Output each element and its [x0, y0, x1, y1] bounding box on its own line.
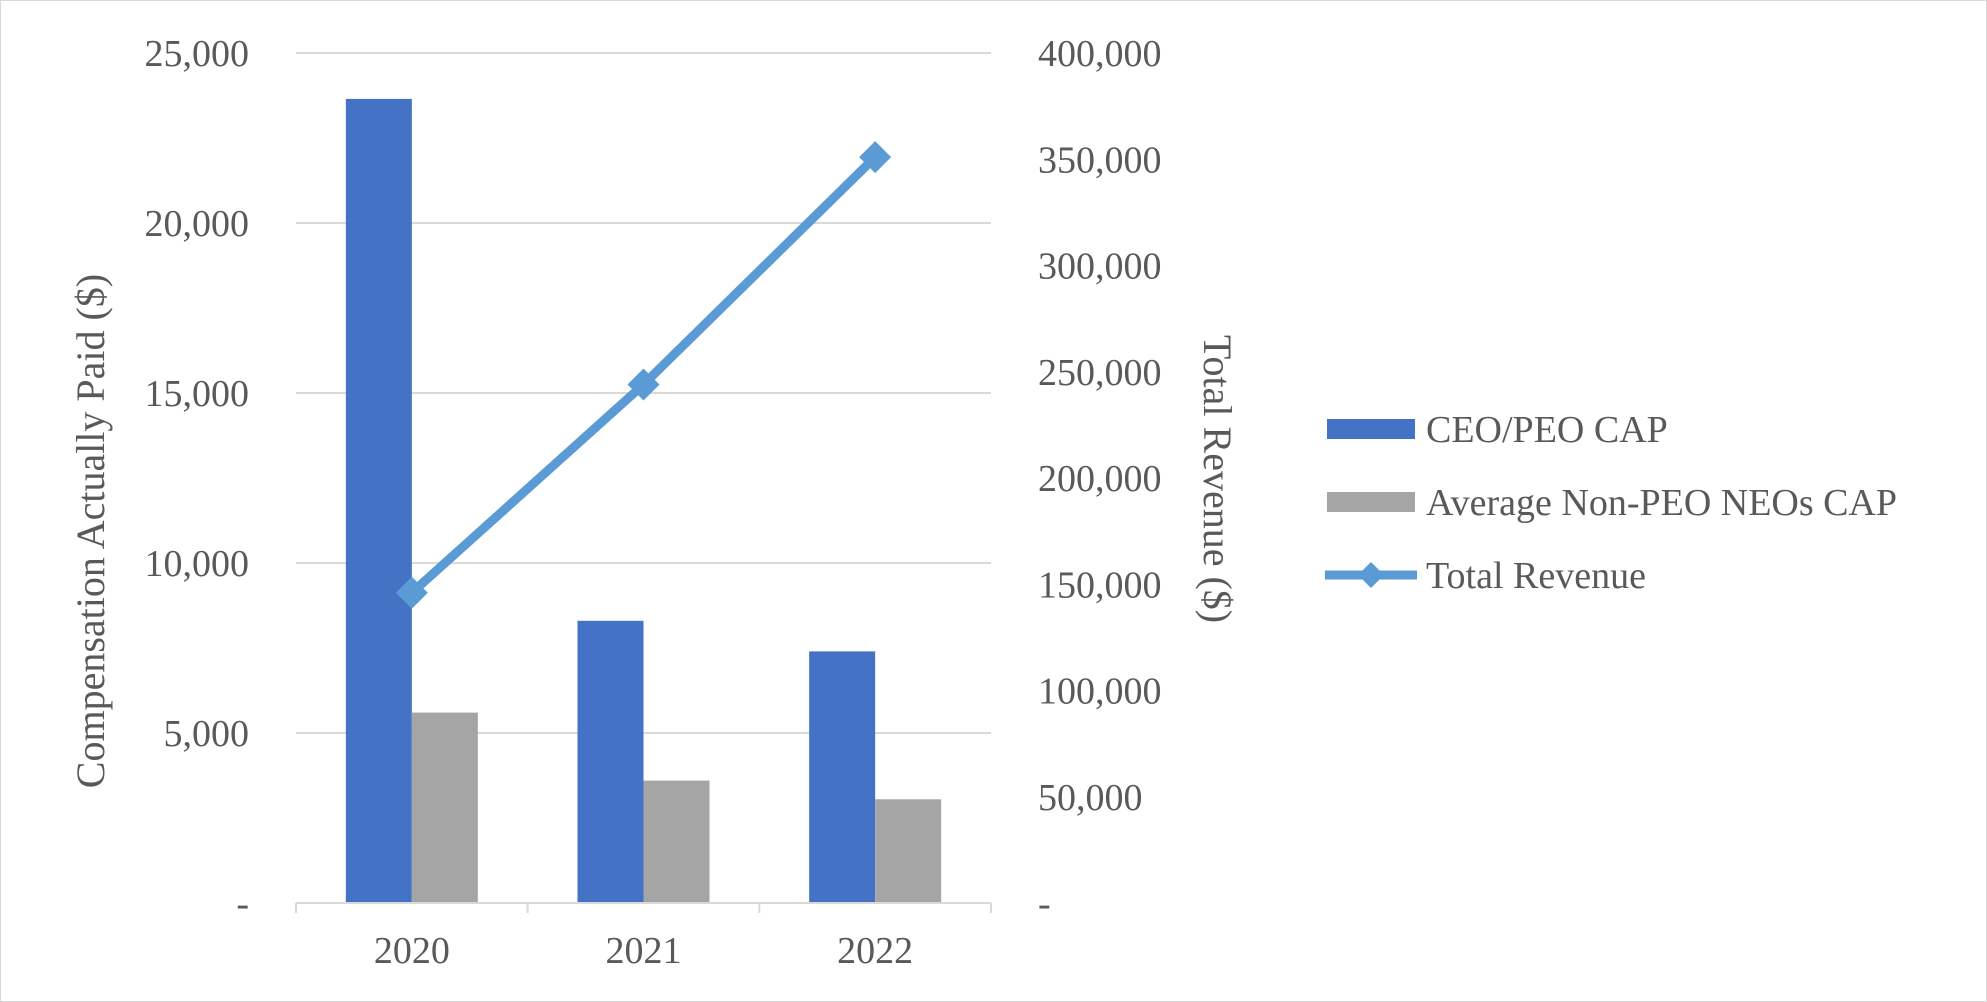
legend-marker	[1358, 562, 1384, 588]
legend-label: Total Revenue	[1426, 555, 1646, 597]
bar	[577, 620, 644, 903]
bars	[345, 98, 942, 903]
y2-tick-label: 100,000	[1038, 671, 1162, 713]
y2-tick-label: 250,000	[1038, 352, 1162, 394]
bar	[411, 712, 478, 903]
line-point	[627, 368, 660, 401]
legend-swatch	[1327, 419, 1415, 439]
tick-labels: - 5,000 10,000 15,000 20,000 25,000 - 50,000 100…	[145, 33, 1162, 972]
y-tick-label: 15,000	[145, 373, 250, 415]
legend-label: Average Non-PEO NEOs CAP	[1426, 482, 1897, 524]
y2-tick-label: 350,000	[1038, 139, 1162, 181]
y-axis-title: Compensation Actually Paid ($)	[68, 274, 113, 788]
y2-tick-label: 150,000	[1038, 564, 1162, 606]
bar	[345, 98, 412, 903]
revenue-line-group	[395, 141, 892, 609]
x-tick-label: 2021	[606, 930, 682, 972]
bar	[809, 651, 876, 903]
line-point	[859, 141, 892, 174]
bar	[875, 799, 942, 903]
legend-swatch	[1327, 492, 1415, 512]
y2-tick-label: 50,000	[1038, 777, 1143, 819]
y-tick-label: 25,000	[145, 33, 250, 75]
bar	[643, 780, 710, 903]
line-point	[395, 576, 428, 609]
y2-tick-label: 400,000	[1038, 33, 1162, 75]
x-tick-label: 2020	[374, 930, 450, 972]
y2-tick-label: 300,000	[1038, 246, 1162, 288]
y2-axis-title: Total Revenue ($)	[1195, 335, 1240, 623]
y-tick-label: 20,000	[145, 203, 250, 245]
legend: CEO/PEO CAP Average Non-PEO NEOs CAP Total…	[1325, 409, 1897, 597]
y2-tick-label: 200,000	[1038, 458, 1162, 500]
y-tick-label: -	[236, 883, 249, 925]
x-tick-label: 2022	[837, 930, 913, 972]
y2-tick-label: -	[1038, 883, 1051, 925]
legend-label: CEO/PEO CAP	[1426, 409, 1668, 451]
y-tick-label: 10,000	[145, 543, 250, 585]
axes	[295, 902, 992, 913]
y-tick-label: 5,000	[164, 713, 250, 755]
